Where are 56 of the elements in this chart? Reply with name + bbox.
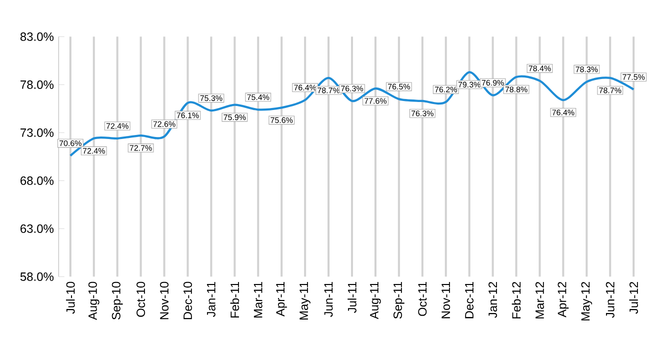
y-tick-label: 63.0% [20,224,54,233]
x-tick-label: Mar-12 [535,282,544,318]
data-label: 72.6% [153,121,176,127]
x-tick-label: Jan-11 [207,282,216,317]
data-label: 72.4% [82,148,105,154]
data-label: 78.3% [576,66,598,72]
data-label: 75.6% [270,117,293,123]
data-label: 77.5% [622,74,645,80]
data-label: 79.3% [458,82,480,88]
data-label: 78.8% [505,86,528,92]
y-tick-label: 68.0% [20,176,54,185]
y-tick-label: 73.0% [20,128,54,137]
data-label: 72.4% [106,123,128,129]
data-label: 75.9% [224,114,246,120]
x-tick-label: Nov-11 [442,282,450,318]
x-tick-label: Sep-10 [112,282,123,320]
data-label: 76.2% [434,86,457,92]
data-label: 72.7% [130,145,152,151]
data-label: 76.4% [294,84,316,90]
x-tick-label: Feb-11 [230,282,240,318]
data-label: 76.3% [411,110,434,116]
data-label: 76.4% [552,110,574,116]
x-tick-label: Jan-12 [488,282,498,318]
x-tick-label: Dec-11 [465,282,474,318]
x-tick-label: Aug-10 [88,282,100,320]
data-label: 78.7% [599,88,622,94]
x-tick-label: May-12 [581,282,592,320]
y-tick-label: 78.0% [20,80,54,89]
x-tick-label: Aug-11 [370,282,381,320]
x-tick-label: May-11 [300,282,310,320]
y-tick-label: 58.0% [20,272,54,281]
data-label: 75.4% [247,94,270,100]
y-tick-label: 83.0% [20,32,54,41]
x-tick-label: Jul-12 [629,282,638,314]
x-tick-label: Oct-11 [418,282,427,316]
x-tick-label: Dec-10 [183,282,192,320]
data-label: 76.3% [341,86,364,92]
data-label: 78.7% [318,88,340,94]
x-tick-label: Jun-11 [324,282,333,317]
x-tick-label: Jul-10 [66,282,75,314]
data-label: 76.1% [176,112,199,118]
x-tick-label: Apr-12 [558,282,569,318]
data-label: 76.5% [388,84,410,90]
x-tick-label: Mar-11 [254,282,262,318]
x-tick-label: Oct-10 [136,282,146,317]
data-label: 70.6% [59,140,82,146]
x-tick-label: Nov-10 [160,282,169,320]
data-label: 78.4% [528,66,551,72]
x-tick-label: Apr-11 [276,282,287,316]
x-tick-label: Sep-11 [393,282,404,319]
x-tick-label: Jul-11 [348,282,356,313]
data-label: 75.3% [200,95,222,101]
data-label: 77.6% [364,98,387,104]
x-tick-label: Jun-12 [606,282,614,318]
data-label: 76.9% [482,80,504,86]
x-tick-label: Feb-12 [512,282,521,318]
